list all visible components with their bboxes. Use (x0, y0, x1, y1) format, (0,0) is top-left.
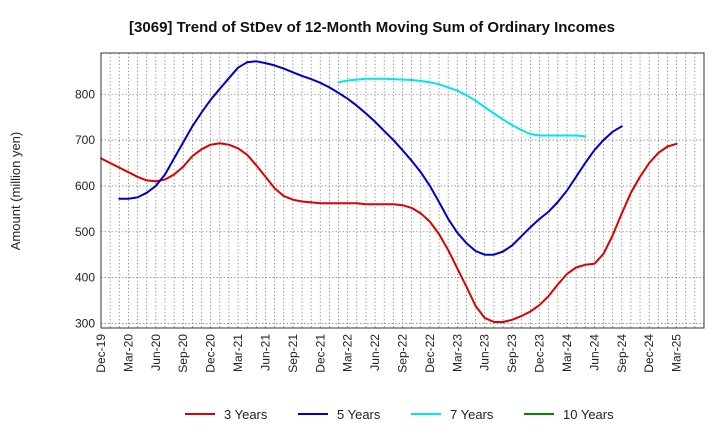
x-tick-label: Sep-24 (615, 334, 629, 373)
x-tick-label: Sep-22 (396, 334, 410, 373)
x-tick-label: Dec-24 (642, 334, 656, 373)
x-tick-label: Dec-22 (423, 334, 437, 373)
x-tick-label: Mar-23 (450, 334, 464, 372)
x-tick-label: Mar-22 (341, 334, 355, 372)
series-line-7-years (337, 77, 587, 138)
x-tick-label: Jun-20 (149, 334, 163, 371)
x-tick-label: Mar-24 (560, 334, 574, 372)
x-tick-label: Dec-19 (94, 334, 108, 373)
y-tick-label: 700 (75, 133, 95, 147)
axis-layer: 300 400 500 600 700 800 Dec-19 Mar-20 Jun-20 Sep-… (75, 52, 705, 373)
grid-layer (101, 53, 704, 328)
chart-title: [3069] Trend of StDev of 12-Month Moving… (129, 19, 615, 36)
y-tick-label: 600 (75, 179, 95, 193)
y-axis-label: Amount (million yen) (8, 132, 23, 251)
legend-label-3-years: 3 Years (224, 407, 268, 422)
x-tick-label: Mar-20 (121, 334, 135, 372)
x-tick-label: Jun-21 (258, 334, 272, 371)
series-line-5-years (118, 60, 623, 256)
legend-label-10-years: 10 Years (563, 407, 614, 422)
series-line-3-years (100, 142, 678, 323)
plot-border (100, 52, 705, 329)
legend-label-7-years: 7 Years (450, 407, 494, 422)
legend: 3 Years 5 Years 7 Years 10 Years (185, 407, 614, 422)
y-tick-label: 500 (75, 225, 95, 239)
x-tick-label: Dec-21 (313, 334, 327, 373)
legend-label-5-years: 5 Years (337, 407, 381, 422)
x-tick-label: Sep-20 (176, 334, 190, 373)
x-tick-label: Mar-21 (231, 334, 245, 372)
x-tick-label: Dec-20 (204, 334, 218, 373)
x-tick-label: Mar-25 (670, 334, 684, 372)
y-tick-label: 800 (75, 87, 95, 101)
series-layer (100, 60, 678, 323)
x-tick-label: Jun-23 (478, 334, 492, 371)
x-tick-label: Sep-21 (286, 334, 300, 373)
x-tick-label: Jun-22 (368, 334, 382, 371)
x-tick-label: Dec-23 (533, 334, 547, 373)
x-tick-label: Jun-24 (587, 334, 601, 371)
y-tick-label: 300 (75, 316, 95, 330)
x-tick-label: Sep-23 (505, 334, 519, 373)
y-tick-label: 400 (75, 271, 95, 285)
